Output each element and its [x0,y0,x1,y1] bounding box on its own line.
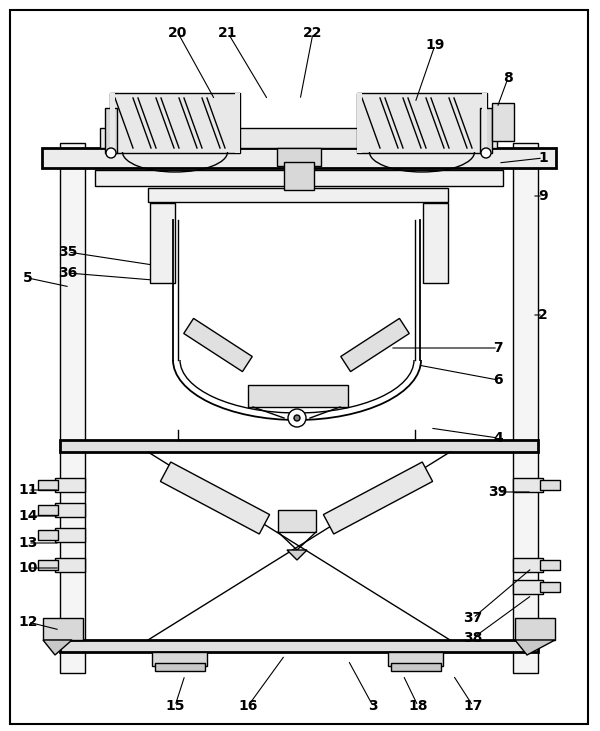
Text: 22: 22 [303,26,323,40]
Bar [357,93,487,153]
Text: 1: 1 [538,151,548,165]
Bar [55,503,85,517]
Bar [540,480,560,490]
Text: 19: 19 [425,38,445,52]
Polygon shape [341,319,409,371]
Bar [482,93,487,153]
Text: 4: 4 [493,431,503,445]
Text: 36: 36 [58,266,77,280]
Text: 7: 7 [493,341,503,355]
Bar [55,478,85,492]
Bar [38,560,58,570]
Polygon shape [184,319,252,371]
Bar [155,663,205,671]
Bar [38,505,58,515]
Bar [150,203,175,283]
Bar [42,148,556,168]
Text: 13: 13 [19,536,38,550]
Bar [278,510,316,532]
Bar [513,558,543,572]
Bar [513,143,538,673]
Bar [95,170,503,186]
Circle shape [481,148,491,158]
Bar [284,162,314,190]
Bar [105,108,117,153]
Bar [391,663,441,671]
Text: 14: 14 [18,509,38,523]
Text: 10: 10 [19,561,38,575]
Text: 15: 15 [165,699,185,713]
Text: 2: 2 [538,308,548,322]
Polygon shape [515,640,555,655]
Text: 18: 18 [408,699,428,713]
Text: 39: 39 [488,485,508,499]
Text: 20: 20 [169,26,188,40]
Bar [540,582,560,592]
Text: 8: 8 [503,71,513,85]
Bar [55,558,85,572]
Text: 17: 17 [463,699,482,713]
Polygon shape [160,462,269,534]
Bar [60,640,538,652]
Bar [43,618,83,640]
Bar [60,440,538,452]
Text: 9: 9 [538,189,548,203]
Bar [110,93,115,153]
Text: 3: 3 [368,699,378,713]
Text: 21: 21 [218,26,238,40]
Text: 5: 5 [23,271,33,285]
Text: 11: 11 [18,483,38,497]
Bar [540,560,560,570]
Polygon shape [43,640,72,655]
Bar [515,618,555,640]
Bar [38,530,58,540]
Bar [513,580,543,594]
Bar [388,652,443,666]
Bar [277,148,321,166]
Bar [55,528,85,542]
Text: 12: 12 [18,615,38,629]
Text: 35: 35 [58,245,77,259]
Bar [492,103,514,141]
Bar [357,93,362,153]
Bar [110,93,240,153]
Bar [235,93,240,153]
Polygon shape [323,462,433,534]
Bar [152,652,207,666]
Bar [60,143,85,673]
Bar [480,108,492,153]
Bar [100,128,497,148]
Polygon shape [287,550,307,560]
Text: 38: 38 [463,631,482,645]
Text: 37: 37 [463,611,482,625]
Text: 6: 6 [493,373,503,387]
Bar [513,478,543,492]
Bar [38,480,58,490]
Bar [248,385,348,407]
Circle shape [294,415,300,421]
Bar [423,203,448,283]
Circle shape [106,148,116,158]
Bar [148,188,448,202]
Circle shape [288,409,306,427]
Text: 16: 16 [238,699,257,713]
